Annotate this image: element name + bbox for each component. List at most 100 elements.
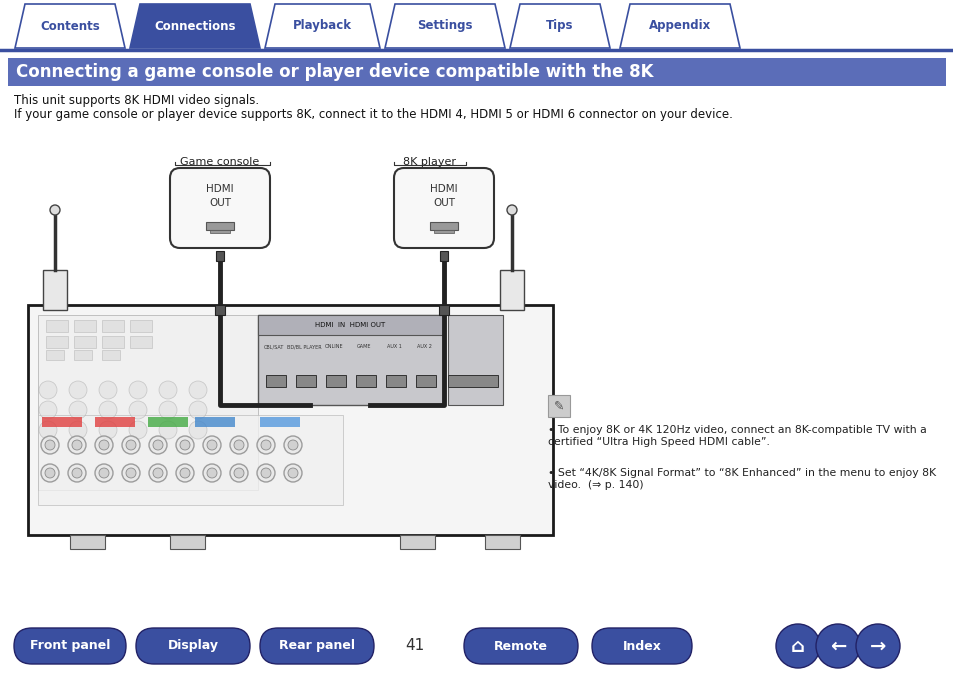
Polygon shape [265,4,379,48]
Text: Index: Index [622,639,660,653]
Circle shape [99,421,117,439]
Circle shape [207,468,216,478]
Bar [43,270,67,310]
Circle shape [256,464,274,482]
Circle shape [180,468,190,478]
Bar [430,222,457,230]
Text: Playback: Playback [293,20,352,32]
Circle shape [41,464,59,482]
Text: Connecting a game console or player device compatible with the 8K: Connecting a game console or player devi… [16,63,653,81]
Circle shape [126,468,136,478]
Circle shape [95,464,112,482]
Circle shape [95,436,112,454]
Circle shape [152,440,163,450]
Bar [148,417,188,427]
Circle shape [69,381,87,399]
Circle shape [175,464,193,482]
Bar [38,415,343,505]
Text: Game console: Game console [180,157,259,167]
Circle shape [230,464,248,482]
Circle shape [68,464,86,482]
Bar [130,336,152,348]
Bar [266,375,286,387]
Bar [399,535,435,549]
Text: ONLINE: ONLINE [324,345,343,349]
Bar [448,375,497,387]
Circle shape [129,401,147,419]
Bar [74,320,96,332]
Polygon shape [510,4,609,48]
Text: Rear panel: Rear panel [278,639,355,653]
Bar [295,375,315,387]
Text: HDMI  IN  HDMI OUT: HDMI IN HDMI OUT [315,322,385,328]
Text: HDMI
OUT: HDMI OUT [206,184,233,207]
FancyBboxPatch shape [394,168,494,248]
Text: Appendix: Appendix [648,20,710,32]
Bar [74,350,91,360]
Circle shape [126,440,136,450]
Bar [215,251,224,261]
Circle shape [71,440,82,450]
Bar [38,315,257,490]
Circle shape [288,468,297,478]
FancyBboxPatch shape [14,628,126,664]
Circle shape [68,436,86,454]
Bar [257,315,442,405]
Circle shape [45,440,55,450]
Bar [46,336,68,348]
Circle shape [256,436,274,454]
Bar [326,375,346,387]
Circle shape [50,205,60,215]
Text: GAME: GAME [356,345,371,349]
Text: • To enjoy 8K or 4K 120Hz video, connect an 8K-compatible TV with a
certified “U: • To enjoy 8K or 4K 120Hz video, connect… [547,425,925,447]
Circle shape [129,381,147,399]
Bar [484,535,519,549]
Circle shape [284,436,302,454]
Bar [257,315,442,335]
Bar [499,270,523,310]
Bar [416,375,436,387]
Text: 8K player: 8K player [403,157,456,167]
Bar [8,58,945,86]
Text: Tips: Tips [546,20,573,32]
Circle shape [175,436,193,454]
FancyBboxPatch shape [592,628,691,664]
Circle shape [122,464,140,482]
Bar [214,305,225,315]
FancyBboxPatch shape [463,628,578,664]
Bar [42,417,82,427]
FancyBboxPatch shape [170,168,270,248]
Polygon shape [130,4,260,48]
Circle shape [99,440,109,450]
Circle shape [203,436,221,454]
Bar [46,320,68,332]
Text: AUX 2: AUX 2 [416,345,431,349]
Text: Settings: Settings [416,20,473,32]
Bar [102,336,124,348]
Text: This unit supports 8K HDMI video signals.: This unit supports 8K HDMI video signals… [14,94,259,107]
Circle shape [39,421,57,439]
Bar [74,336,96,348]
Circle shape [506,205,517,215]
Circle shape [129,421,147,439]
Bar [260,417,299,427]
Circle shape [284,464,302,482]
Bar [386,375,406,387]
Circle shape [203,464,221,482]
Circle shape [233,440,244,450]
Circle shape [189,421,207,439]
Circle shape [261,440,271,450]
Circle shape [855,624,899,668]
Circle shape [207,440,216,450]
FancyBboxPatch shape [136,628,250,664]
Circle shape [99,381,117,399]
Text: ←: ← [829,637,845,656]
Text: 41: 41 [405,639,424,653]
Circle shape [39,381,57,399]
Circle shape [159,381,177,399]
Circle shape [39,401,57,419]
Circle shape [99,468,109,478]
Circle shape [45,468,55,478]
Text: Display: Display [168,639,218,653]
Text: AUX 1: AUX 1 [386,345,401,349]
